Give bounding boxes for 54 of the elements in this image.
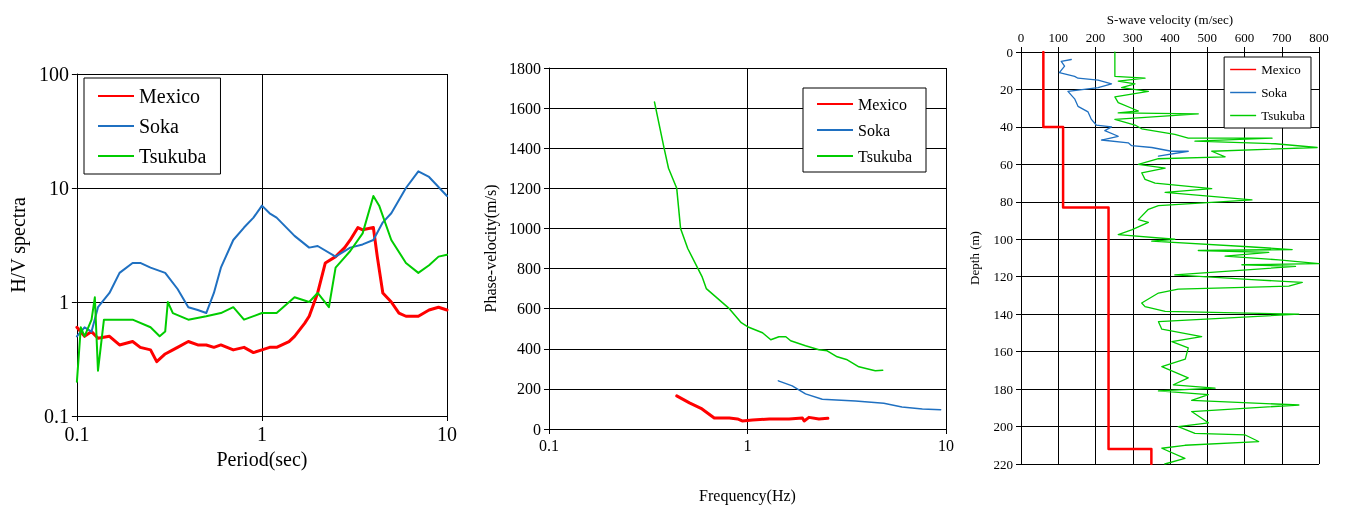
y-tick-label: 100 xyxy=(993,231,1013,247)
y-tick-label: 220 xyxy=(993,456,1013,472)
y-tick-label: 10 xyxy=(48,177,69,199)
x-tick-label: 600 xyxy=(1234,30,1255,45)
x-tick-label: 10 xyxy=(437,423,457,445)
legend-label: Tsukuba xyxy=(858,147,912,165)
y-tick-label: 80 xyxy=(1000,194,1013,210)
x-axis-title: Period(sec) xyxy=(216,447,308,471)
y-tick-label: 40 xyxy=(1000,119,1013,135)
y-tick-label: 800 xyxy=(517,260,541,278)
x-tick-label: 1 xyxy=(256,423,267,445)
legend-label: Soka xyxy=(139,115,180,137)
x-axis-title: S-wave velocity (m/sec) xyxy=(1106,12,1234,28)
y-tick-label: 1000 xyxy=(509,219,541,237)
x-tick-label: 300 xyxy=(1123,30,1143,45)
x-tick-label: 200 xyxy=(1085,30,1106,45)
line-series xyxy=(1042,50,1153,466)
x-tick-label: 0 xyxy=(1017,30,1025,45)
y-axis-title: H/V spectra xyxy=(7,197,30,293)
line-series xyxy=(1058,58,1189,157)
y-tick-label: 400 xyxy=(517,340,541,358)
y-tick-label: 1400 xyxy=(509,139,541,157)
x-tick-label: 0.1 xyxy=(539,436,559,454)
y-tick-label: 1800 xyxy=(509,59,541,77)
y-tick-label: 200 xyxy=(517,380,541,398)
y-tick-label: 1200 xyxy=(509,179,541,197)
legend-label: Mexico xyxy=(858,95,907,113)
legend-label: Soka xyxy=(858,121,891,139)
x-tick-label: 100 xyxy=(1048,30,1068,45)
x-axis-title: Frequency(Hz) xyxy=(699,486,796,505)
y-tick-label: 100 xyxy=(38,63,69,85)
legend-label: Mexico xyxy=(1261,62,1301,77)
x-tick-label: 500 xyxy=(1197,30,1217,45)
y-axis-title: Depth (m) xyxy=(967,231,982,285)
y-tick-label: 160 xyxy=(993,344,1013,360)
legend-label: Tsukuba xyxy=(1261,108,1306,123)
y-tick-label: 120 xyxy=(993,269,1013,285)
y-tick-label: 1600 xyxy=(509,99,541,117)
y-tick-label: 60 xyxy=(1000,156,1013,172)
y-tick-label: 140 xyxy=(993,306,1013,322)
legend-label: Soka xyxy=(1261,85,1288,100)
y-tick-label: 20 xyxy=(1000,81,1013,97)
x-tick-label: 10 xyxy=(938,436,954,454)
y-tick-label: 1 xyxy=(58,291,69,313)
legend-label: Mexico xyxy=(139,85,201,107)
x-tick-label: 1 xyxy=(743,436,752,454)
x-tick-label: 700 xyxy=(1272,30,1292,45)
y-tick-label: 600 xyxy=(517,300,541,318)
y-tick-label: 0 xyxy=(1006,44,1013,60)
y-axis-title: Phase-velocity(m/s) xyxy=(481,184,500,313)
x-tick-label: 400 xyxy=(1160,30,1180,45)
y-tick-label: 180 xyxy=(993,381,1013,397)
x-tick-label: 800 xyxy=(1309,30,1329,45)
legend-label: Tsukuba xyxy=(139,145,207,167)
